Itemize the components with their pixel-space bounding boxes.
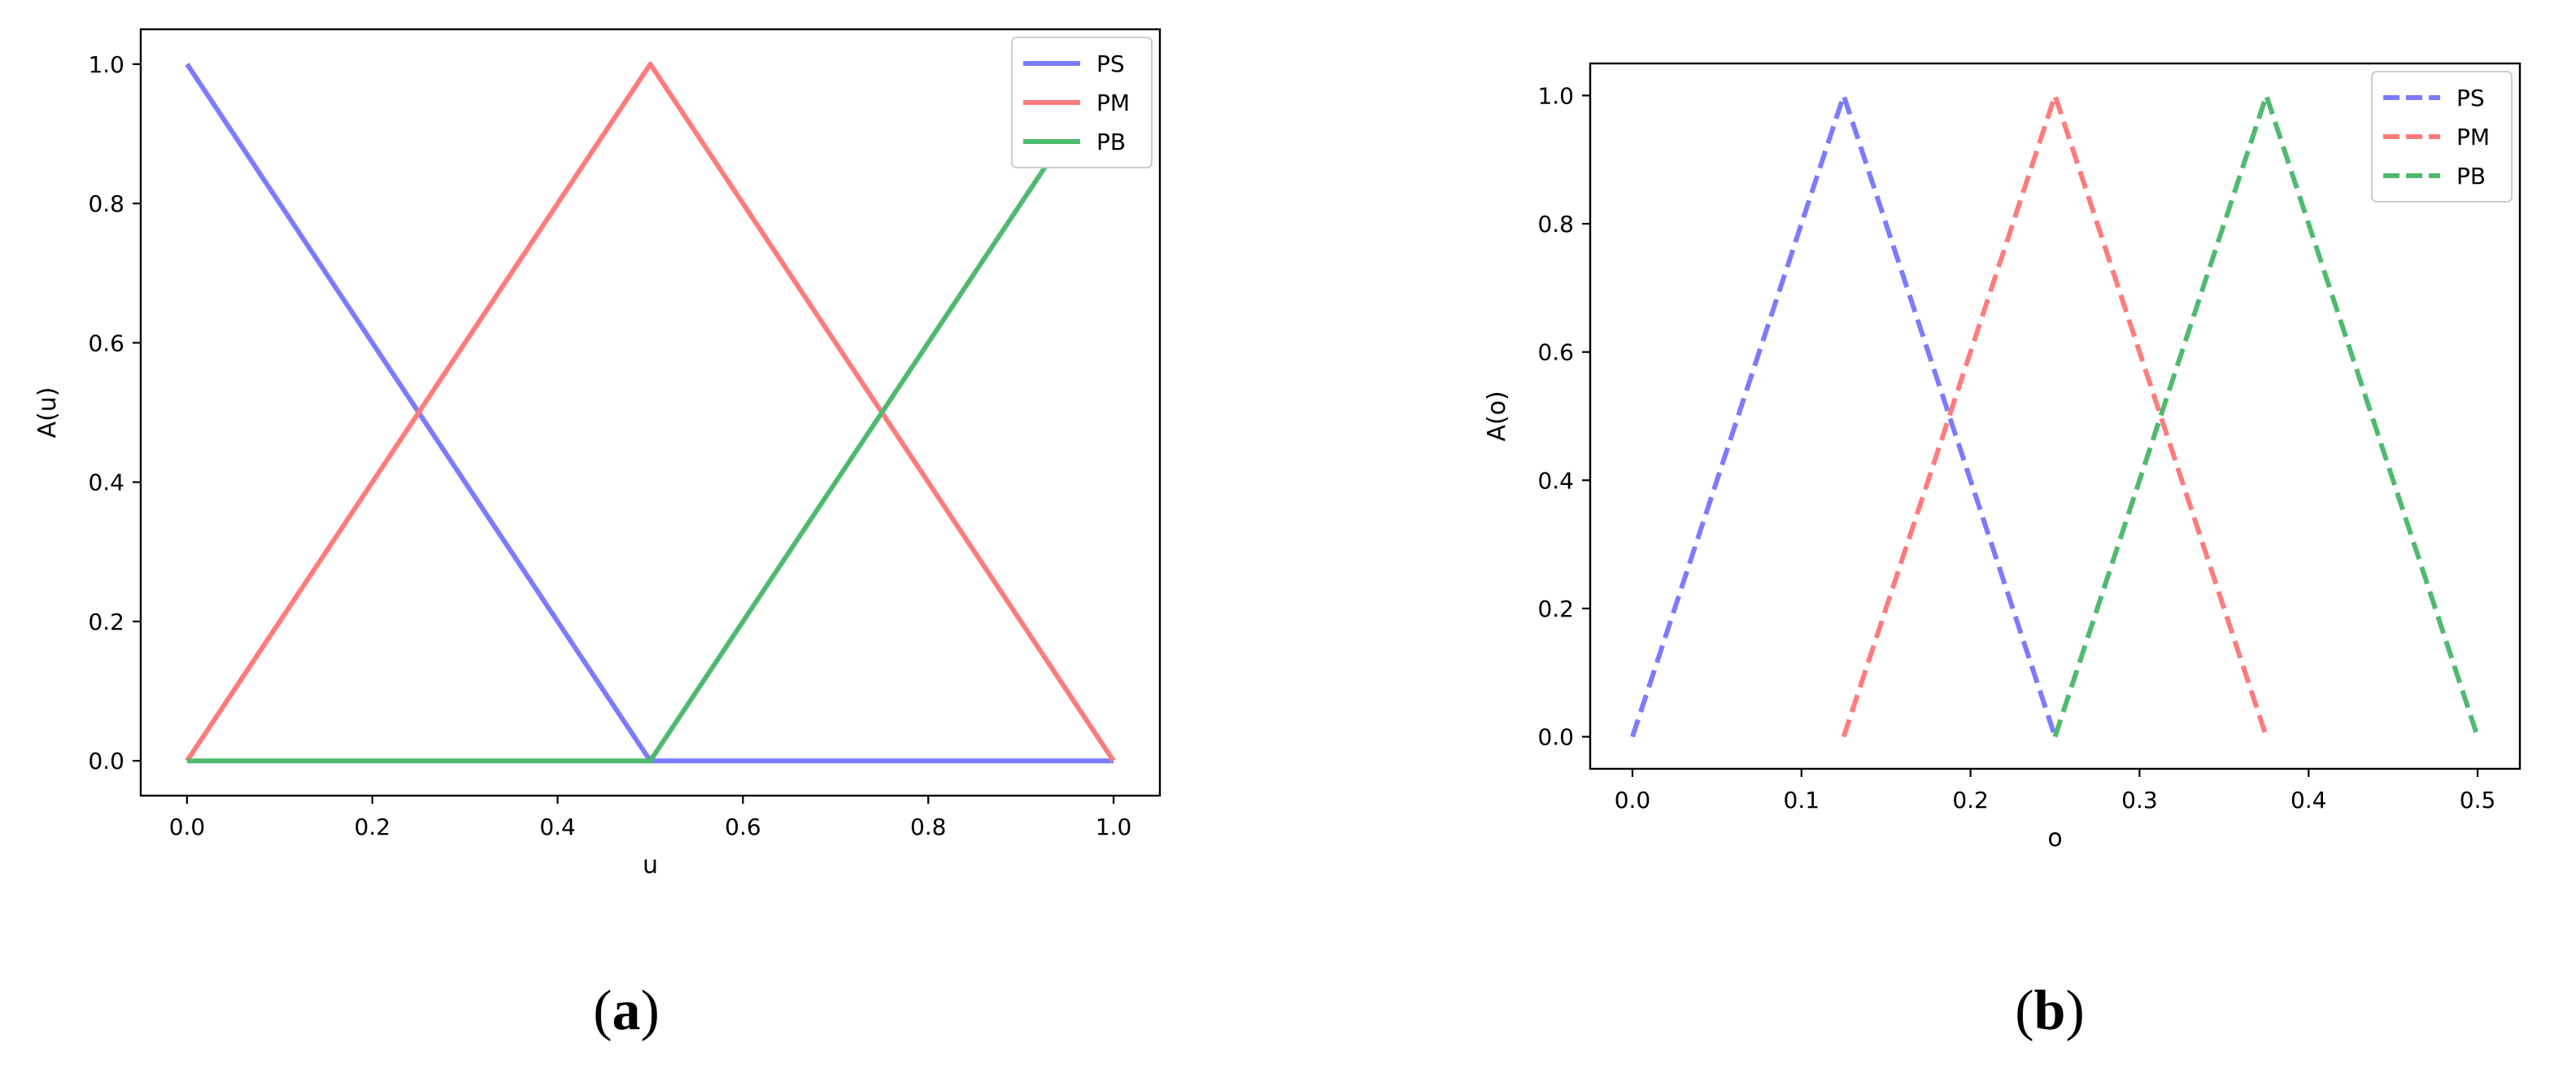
series-line-ps	[185, 63, 1114, 764]
x-tick-label: 0.5	[2460, 787, 2496, 814]
plot-frame	[139, 28, 1162, 797]
x-axis-label: u	[643, 851, 658, 879]
caption: (b)	[2015, 980, 2085, 1042]
y-tick-label: 0.2	[1537, 596, 1574, 622]
series-line-pb	[2052, 93, 2480, 738]
series-line-ps	[1630, 93, 2058, 738]
legend-label-pm: PM	[2456, 124, 2490, 151]
y-tick-label: 0.2	[88, 609, 124, 635]
x-axis-label: o	[2047, 824, 2062, 853]
y-tick-label: 0.6	[88, 329, 124, 356]
caption: (a)	[593, 980, 660, 1042]
y-tick-label: 0.8	[88, 190, 124, 217]
y-tick-label: 0.8	[1537, 211, 1574, 238]
series-line-pb	[187, 63, 1116, 764]
y-tick-label: 0.0	[1537, 724, 1574, 751]
x-tick-label: 0.4	[539, 814, 576, 840]
caption-letter: b	[2034, 980, 2066, 1042]
legend-label-pb: PB	[2456, 163, 2486, 190]
x-tick-label: 0.2	[355, 814, 391, 840]
series-line-pm	[1841, 93, 2269, 738]
y-tick-label: 0.0	[88, 748, 124, 774]
x-tick-label: 0.0	[1615, 787, 1651, 814]
y-tick-label: 0.4	[1537, 467, 1574, 494]
y-axis-label: A(o)	[1483, 391, 1511, 441]
y-tick-label: 0.6	[1537, 339, 1574, 366]
chart-b: 0.0 0.1 0.2 0.3 0.4 0.5 0.0 0.2 0.4 0.6 0.8 1.0 o A(o…	[1483, 62, 2522, 1042]
x-tick-label: 0.6	[725, 814, 761, 840]
x-tick-label: 0.0	[169, 814, 206, 840]
legend-label-ps: PS	[1096, 50, 1125, 77]
x-tick-label: 1.0	[1096, 814, 1132, 840]
x-tick-label: 0.8	[910, 814, 947, 840]
legend-box	[2371, 71, 2513, 203]
y-tick-label: 0.4	[88, 469, 124, 496]
x-tick-label: 0.1	[1784, 787, 1820, 814]
x-tick-label: 0.2	[1952, 787, 1989, 814]
y-tick-label: 1.0	[1537, 82, 1574, 109]
chart-a: 0.0 0.2 0.4 0.6 0.8 1.0 0.0 0.2 0.4 0.6 0.8 1.0 u A(u…	[33, 28, 1162, 1042]
plot-frame	[1589, 62, 2522, 770]
legend-box	[1011, 37, 1153, 168]
legend-label-pb: PB	[1096, 129, 1126, 155]
legend-label-ps: PS	[2456, 85, 2485, 111]
legend-label-pm: PM	[1096, 89, 1130, 116]
series-line-pm	[185, 61, 1116, 762]
caption-letter: a	[612, 980, 641, 1042]
x-tick-label: 0.4	[2291, 787, 2327, 814]
x-tick-label: 0.3	[2121, 787, 2158, 814]
y-axis-label: A(u)	[33, 387, 62, 439]
y-tick-label: 1.0	[88, 51, 124, 78]
